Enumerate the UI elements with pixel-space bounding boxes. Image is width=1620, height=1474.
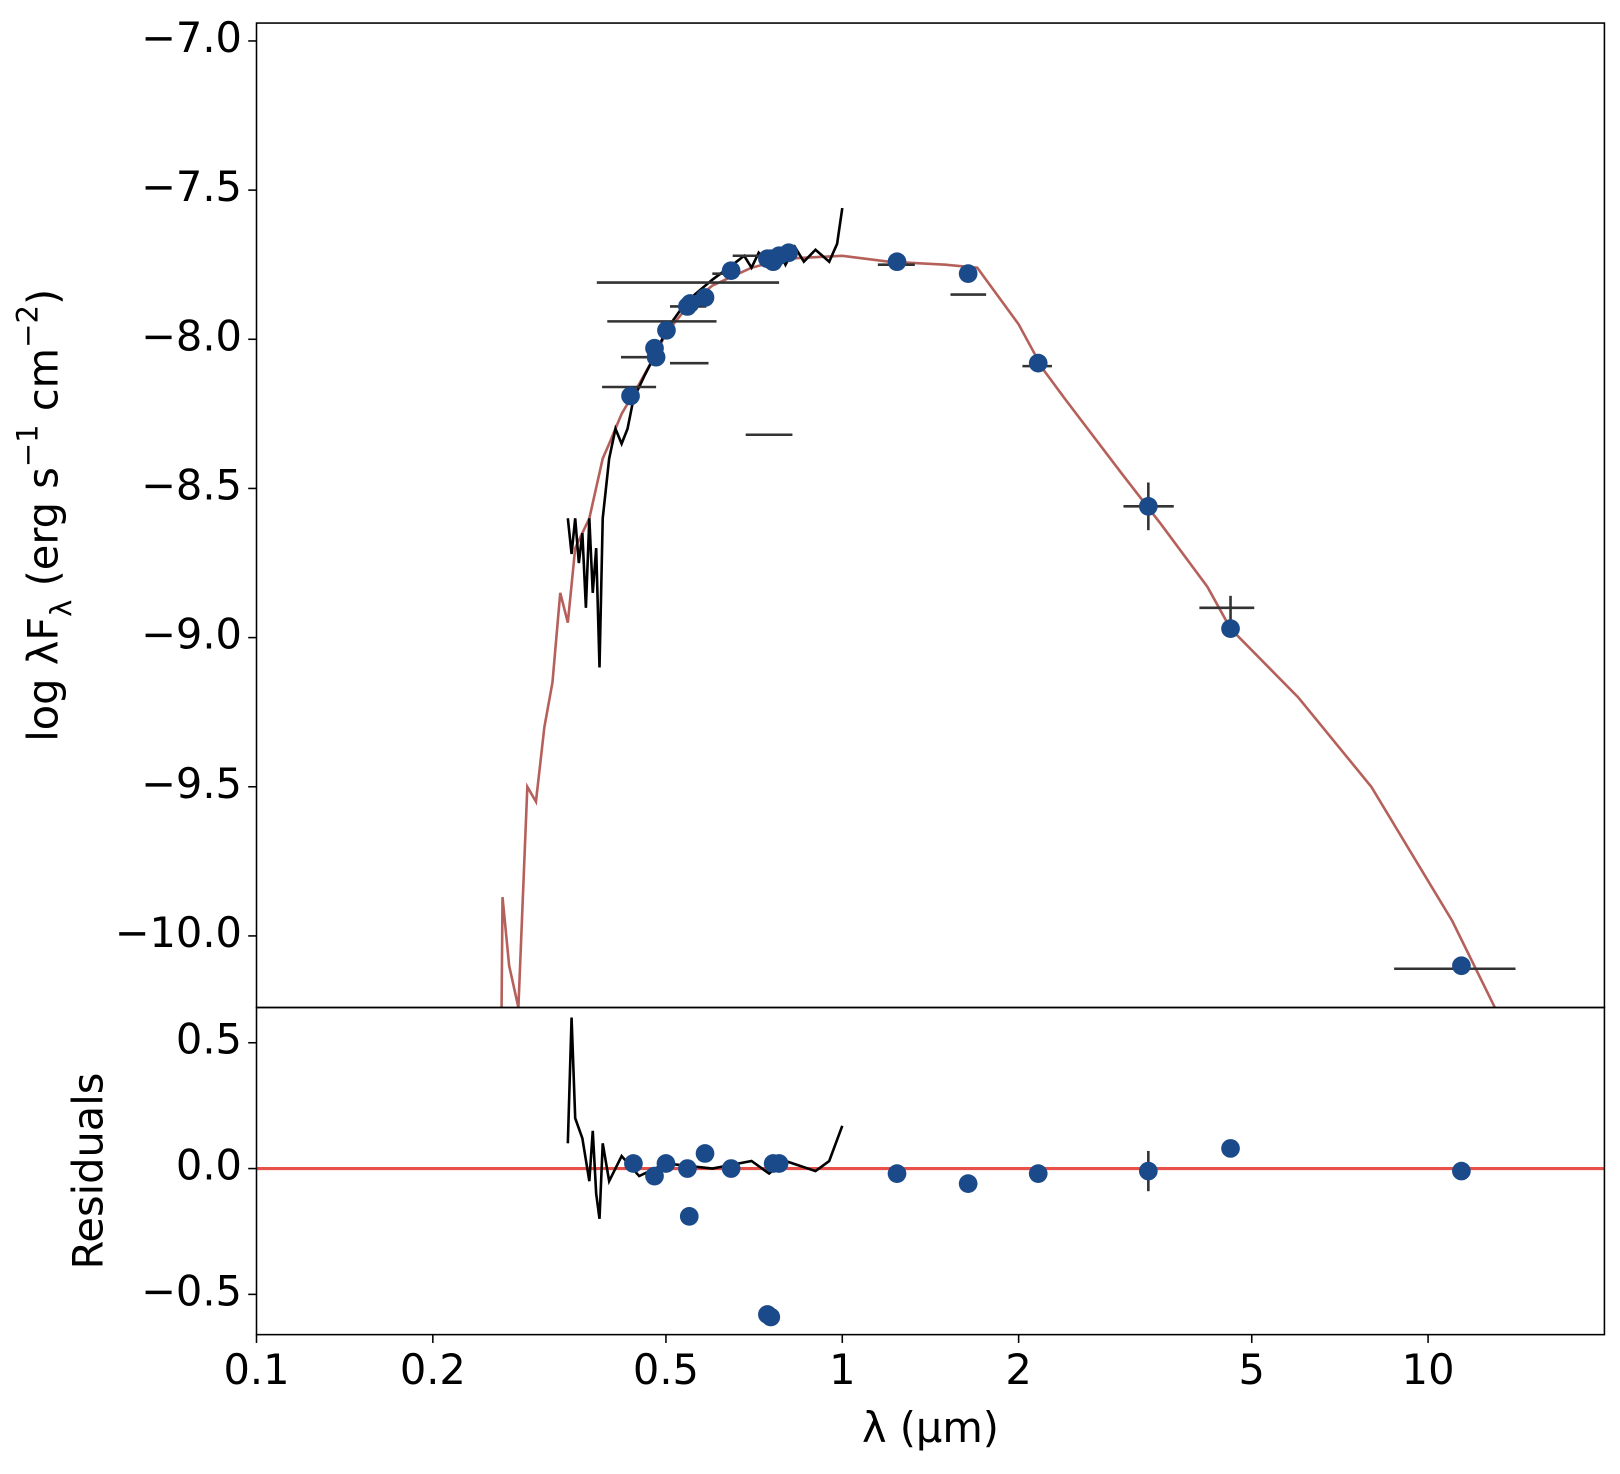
data-point [656, 1154, 676, 1173]
y-axis-label: Residuals [63, 1073, 112, 1270]
data-point [1221, 619, 1240, 638]
x-tick-label: 10 [1402, 1345, 1455, 1394]
data-point [958, 264, 978, 283]
data-point [721, 1159, 741, 1178]
y-axis-label-part: (erg s [19, 467, 68, 599]
y-axis-label: log λFλ (erg s−1 cm−2) [11, 289, 79, 742]
data-point [679, 1207, 699, 1226]
data-point [645, 1166, 664, 1186]
y-axis-label-part: log λF [19, 617, 68, 742]
data-point [779, 243, 799, 263]
x-tick-label: 0.2 [400, 1345, 466, 1394]
y-axis-label-part: ) [19, 289, 68, 305]
data-point [1028, 1164, 1048, 1183]
plot-area [500, 207, 1516, 1008]
data-point [695, 1144, 715, 1163]
data-point [695, 288, 715, 307]
line [566, 207, 844, 668]
data-point [657, 320, 676, 340]
y-axis-label-part: −1 [11, 424, 45, 467]
data-point [1452, 1161, 1471, 1181]
y-axis-label-part: λ [45, 600, 79, 617]
data-point [1138, 496, 1158, 516]
axes-frame [255, 22, 1606, 1009]
y-tick-label: −7.0 [141, 13, 242, 62]
line [500, 254, 1497, 1008]
data-point [1138, 1161, 1158, 1181]
y-tick-label: −8.0 [141, 311, 242, 360]
data-point [958, 1174, 978, 1194]
data-point [1452, 956, 1471, 976]
y-tick-label: −9.0 [141, 610, 242, 659]
y-axis-label-part: cm [19, 348, 68, 424]
x-tick-label: 0.1 [223, 1345, 289, 1394]
x-tick-label: 0.5 [633, 1345, 699, 1394]
data-point [680, 294, 700, 313]
axes-frame [255, 1006, 1606, 1336]
y-tick-label: −7.5 [141, 162, 242, 211]
data-point [1221, 1139, 1240, 1158]
data-point [887, 252, 907, 272]
data-point [621, 386, 640, 406]
data-point [761, 1307, 781, 1327]
data-point [887, 1164, 907, 1183]
y-tick-label: −9.5 [141, 759, 242, 808]
data-point [769, 1154, 789, 1173]
data-point [721, 261, 741, 281]
data-point [646, 347, 666, 367]
data-point [1028, 353, 1048, 373]
y-axis-label-part: Residuals [63, 1073, 112, 1270]
y-tick-label: 0.0 [176, 1141, 242, 1190]
x-tick-label: 1 [829, 1345, 855, 1394]
data-point [624, 1154, 643, 1173]
plot-area [256, 1017, 1605, 1327]
x-tick-label: 2 [1005, 1345, 1031, 1394]
x-axis-label: λ (μm) [862, 1403, 999, 1452]
y-axis-label-part: −2 [11, 305, 45, 348]
data-point [678, 1159, 697, 1178]
y-tick-label: −10.0 [115, 908, 242, 957]
line [566, 1017, 844, 1220]
y-tick-label: −0.5 [141, 1266, 242, 1315]
y-tick-label: −8.5 [141, 460, 242, 509]
x-tick-label: 5 [1239, 1345, 1265, 1394]
y-tick-label: 0.5 [176, 1015, 242, 1064]
